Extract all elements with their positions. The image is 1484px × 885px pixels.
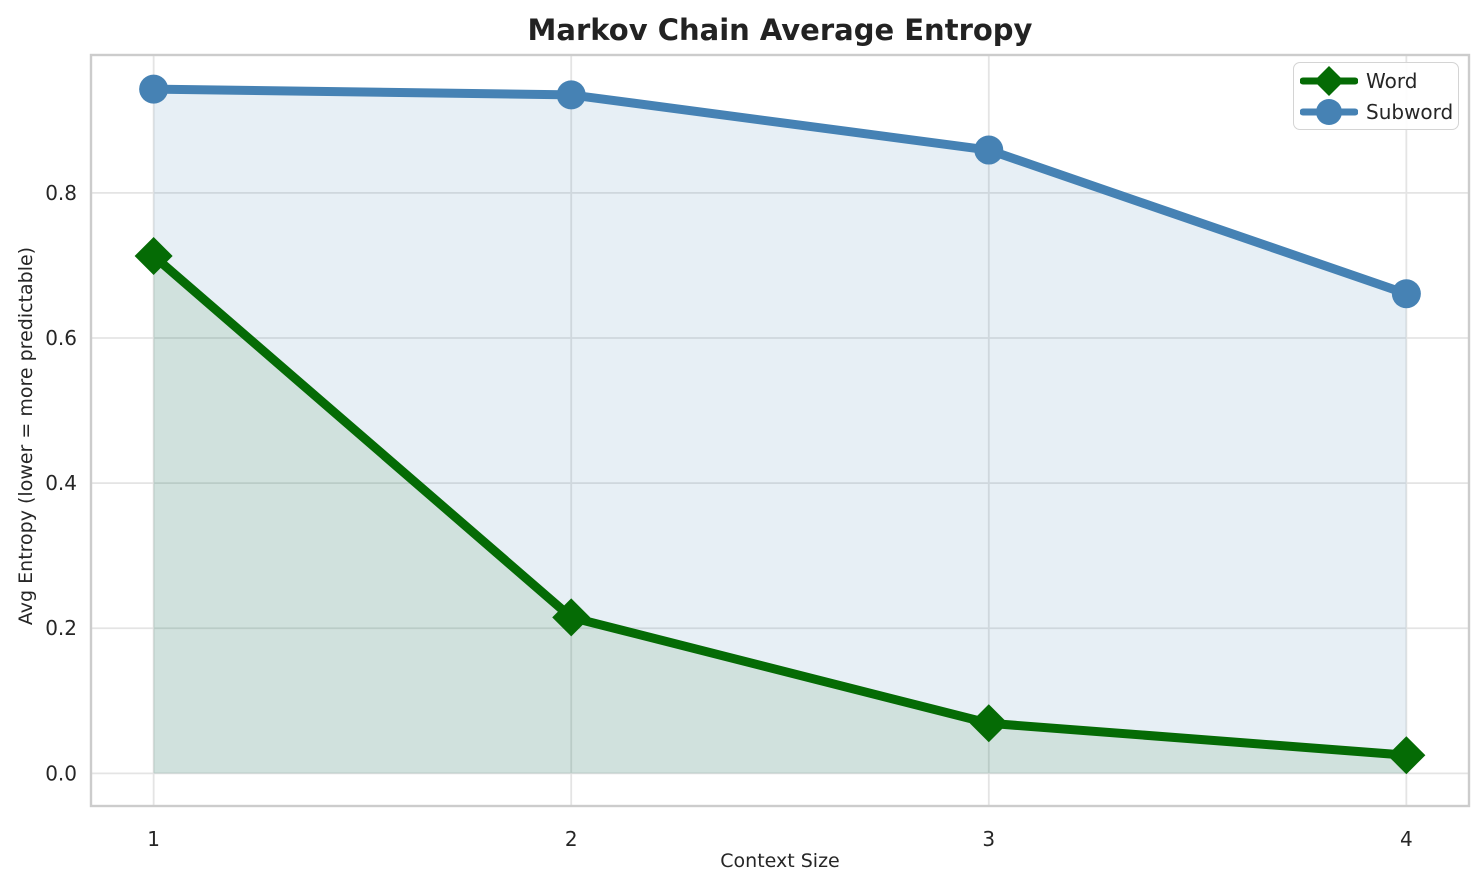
area-fill-subword <box>153 89 1407 774</box>
axes-spines <box>89 53 1471 808</box>
data-point-subword <box>139 74 169 104</box>
y-tick-label: 0.0 <box>45 761 77 785</box>
chart-title: Markov Chain Average Entropy <box>527 13 1033 47</box>
x-tick-label: 3 <box>982 827 995 851</box>
y-tick-label: 0.6 <box>45 326 77 350</box>
x-tick-label: 4 <box>1400 827 1413 851</box>
word-diamond-marker-icon <box>1299 65 1359 96</box>
legend-item-word: Word <box>1299 65 1450 96</box>
legend-item-subword: Subword <box>1299 96 1454 127</box>
data-point-word <box>969 704 1008 743</box>
x-axis-label: Context Size <box>720 850 840 872</box>
data-point-subword <box>1391 279 1421 309</box>
x-tick-label: 2 <box>565 827 578 851</box>
x-tick-label: 1 <box>147 827 160 851</box>
data-point-subword <box>974 135 1004 165</box>
y-tick-label: 0.4 <box>45 471 77 495</box>
area-fill-word <box>153 255 1407 774</box>
legend-label-subword: Subword <box>1366 99 1454 124</box>
subword-circle-marker-icon <box>1299 97 1359 127</box>
y-tick-label: 0.8 <box>45 181 77 205</box>
legend: Word Subword <box>1293 62 1459 130</box>
data-point-word <box>1387 736 1426 775</box>
series-line-word <box>149 251 1411 760</box>
series-line-subword <box>149 84 1411 299</box>
data-point-word <box>552 598 591 637</box>
data-point-word <box>134 236 173 275</box>
legend-label-word: Word <box>1366 68 1418 93</box>
y-tick-label: 0.2 <box>45 616 77 640</box>
data-point-subword <box>556 80 586 110</box>
